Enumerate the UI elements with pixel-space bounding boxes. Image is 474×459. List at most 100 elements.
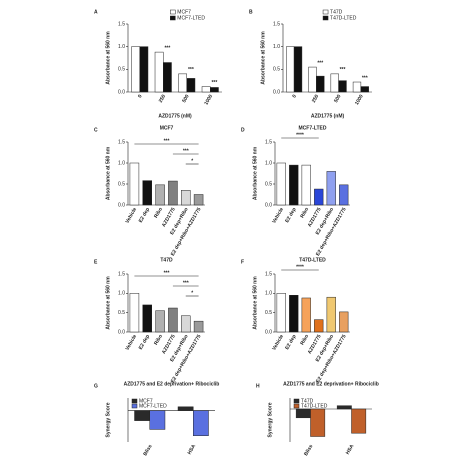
bar — [360, 86, 369, 93]
bar — [201, 86, 211, 93]
bar — [181, 190, 191, 206]
bar — [351, 408, 367, 434]
y-axis-label: Absorbance at 560 nm — [105, 146, 111, 200]
bar — [154, 51, 164, 93]
annotation: *** — [183, 280, 189, 286]
y-tick-label: 1.0 — [265, 160, 272, 166]
y-tick-label: 1.5 — [265, 271, 272, 277]
x-axis-label: AZD1775 (nM) — [158, 113, 192, 119]
legend-label: MCF7 — [177, 9, 191, 15]
y-tick-label: 1.0 — [273, 44, 280, 50]
y-tick-label: 0.5 — [118, 67, 125, 73]
bar — [301, 297, 311, 333]
y-axis-label: Absorbance at 560 nm — [252, 276, 258, 330]
y-tick-label: 0.0 — [265, 202, 272, 208]
bar — [314, 188, 324, 206]
y-tick-label: 1.5 — [118, 139, 125, 145]
bar — [289, 295, 299, 333]
bar — [276, 162, 286, 206]
legend-swatch — [170, 9, 176, 15]
y-tick-label: 0.5 — [265, 310, 272, 316]
legend-swatch — [131, 398, 138, 404]
panel-title: T47D — [160, 257, 173, 263]
legend-swatch — [131, 403, 138, 409]
y-tick-label: 0.5 — [265, 181, 272, 187]
bar — [316, 75, 325, 93]
bar — [295, 408, 311, 419]
panel-label: F — [241, 259, 244, 265]
y-tick-label: 0.5 — [273, 67, 280, 73]
x-tick-label: Bliss — [142, 443, 153, 457]
bar — [129, 162, 140, 206]
bar — [339, 311, 349, 333]
x-tick-label: 500 — [333, 93, 342, 103]
legend-label: MCF7-LTED — [139, 403, 167, 409]
bar — [149, 410, 166, 430]
annotation: **** — [296, 132, 304, 138]
bar — [338, 80, 347, 93]
bar — [155, 184, 165, 206]
y-tick-label: 0.0 — [273, 89, 280, 95]
bar — [193, 410, 209, 436]
x-tick-label: Vehicle — [271, 333, 285, 351]
bar — [308, 66, 317, 93]
y-axis-label: Absorbance at 560 nm — [252, 146, 258, 200]
panel-title: T47D-LTED — [299, 257, 326, 263]
bar — [314, 319, 324, 333]
legend-label: MCF7-LTED — [177, 15, 205, 21]
x-tick-label: Vehicle — [124, 333, 138, 351]
x-tick-label: HSA — [345, 443, 356, 455]
x-tick-label: Ribo — [153, 207, 164, 220]
annotation: *** — [317, 60, 323, 66]
panel-title: MCF7-LTED — [299, 125, 327, 131]
x-tick-label: 250 — [311, 93, 320, 103]
x-tick-label: E2 dep — [284, 207, 297, 224]
x-tick-label: E2 dep — [138, 334, 151, 351]
y-axis-label: Absorbance at 560 nm — [105, 276, 111, 330]
bar — [193, 320, 204, 333]
legend-swatch — [322, 15, 329, 21]
y-tick-label: 0.0 — [118, 202, 125, 208]
bar — [352, 81, 362, 93]
legend-label: T47D-LTED — [330, 15, 357, 21]
bar — [193, 194, 204, 206]
annotation: **** — [296, 264, 304, 270]
bar — [339, 184, 349, 206]
x-axis-label: AZD1775 (nM) — [311, 113, 345, 119]
annotation: *** — [362, 75, 368, 81]
panel-label: E — [94, 259, 98, 265]
annotation: *** — [183, 148, 189, 154]
x-tick-label: 0 — [137, 93, 144, 99]
y-tick-label: 1.5 — [118, 21, 125, 27]
bar — [178, 73, 187, 93]
annotation: *** — [188, 67, 194, 73]
panel-title: MCF7 — [160, 125, 174, 131]
annotation: *** — [211, 80, 217, 86]
bar — [142, 304, 152, 333]
bar — [293, 46, 303, 93]
x-tick-label: E2 dep — [138, 207, 151, 224]
bar — [168, 180, 178, 206]
legend-label: T47D-LTED — [301, 403, 328, 409]
legend-swatch — [293, 403, 300, 409]
legend-label: MCF7 — [139, 398, 153, 404]
bar — [139, 46, 149, 93]
x-tick-label: 0 — [291, 93, 298, 99]
bar — [155, 310, 165, 333]
x-tick-label: Vehicle — [124, 206, 138, 224]
bar — [163, 62, 172, 93]
y-tick-label: 1.0 — [265, 291, 272, 297]
panel-label: A — [94, 9, 98, 15]
bar — [289, 164, 299, 206]
y-tick-label: 0.5 — [118, 310, 125, 316]
y-tick-label: 0.0 — [265, 329, 272, 335]
annotation: *** — [164, 270, 170, 276]
x-tick-label: 1000 — [203, 93, 214, 106]
legend-swatch — [293, 398, 300, 404]
bar — [131, 46, 140, 93]
y-axis-label: Absorbance at 560 nm — [260, 31, 266, 85]
x-tick-label: Ribo — [153, 334, 164, 347]
panel-title: AZD1775 and E2 deprivation+ Ribociclib — [283, 381, 379, 387]
bar — [310, 408, 326, 437]
